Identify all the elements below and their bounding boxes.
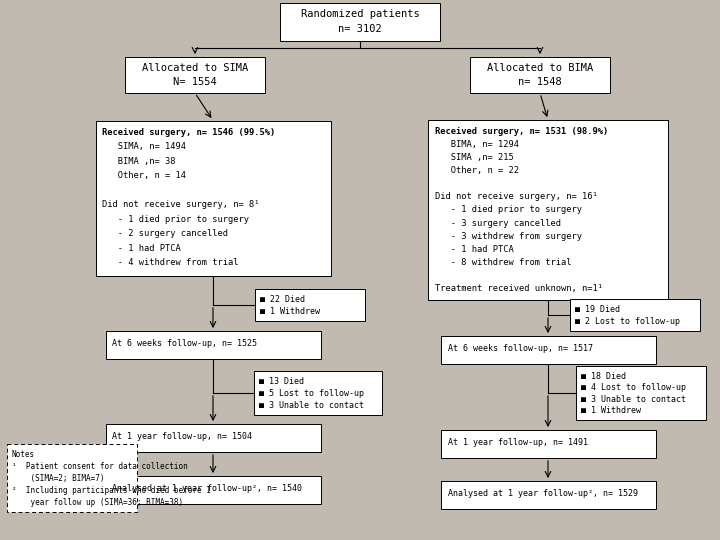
Text: Received surgery, n= 1531 (98.9%): Received surgery, n= 1531 (98.9%) [435, 127, 608, 136]
Text: ■ 5 Lost to follow-up: ■ 5 Lost to follow-up [259, 389, 364, 398]
Text: Received surgery, n= 1546 (99.5%): Received surgery, n= 1546 (99.5%) [102, 127, 276, 137]
Text: n= 1548: n= 1548 [518, 77, 562, 87]
Text: - 1 died prior to surgery: - 1 died prior to surgery [102, 215, 250, 224]
FancyBboxPatch shape [441, 481, 655, 509]
Text: At 6 weeks follow-up, n= 1517: At 6 weeks follow-up, n= 1517 [448, 345, 593, 353]
Text: ■ 19 Died: ■ 19 Died [575, 305, 620, 314]
Text: ¹  Patient consent for data collection: ¹ Patient consent for data collection [12, 462, 188, 471]
Text: Allocated to BIMA: Allocated to BIMA [487, 63, 593, 73]
FancyBboxPatch shape [441, 430, 655, 458]
Text: N= 1554: N= 1554 [173, 77, 217, 87]
FancyBboxPatch shape [470, 57, 610, 93]
Text: SIMA, n= 1494: SIMA, n= 1494 [102, 142, 186, 151]
FancyBboxPatch shape [96, 120, 330, 275]
Text: year follow up (SIMA=36; BIMA=38): year follow up (SIMA=36; BIMA=38) [12, 498, 183, 507]
Text: ■ 22 Died: ■ 22 Died [260, 295, 305, 304]
Text: Other, n = 22: Other, n = 22 [435, 166, 519, 175]
Text: ²  Including participants who died before 1: ² Including participants who died before… [12, 486, 211, 495]
Text: ■ 4 Lost to follow-up: ■ 4 Lost to follow-up [581, 383, 686, 392]
Text: - 1 died prior to surgery: - 1 died prior to surgery [435, 205, 582, 214]
Text: BIMA ,n= 38: BIMA ,n= 38 [102, 157, 176, 166]
Text: ■ 2 Lost to follow-up: ■ 2 Lost to follow-up [575, 317, 680, 326]
Text: - 2 surgery cancelled: - 2 surgery cancelled [102, 229, 228, 238]
FancyBboxPatch shape [106, 331, 320, 359]
Text: At 6 weeks follow-up, n= 1525: At 6 weeks follow-up, n= 1525 [112, 340, 258, 348]
Text: At 1 year follow-up, n= 1504: At 1 year follow-up, n= 1504 [112, 433, 253, 441]
FancyBboxPatch shape [106, 424, 320, 452]
FancyBboxPatch shape [576, 366, 706, 420]
Text: ■ 1 Withdrew: ■ 1 Withdrew [260, 307, 320, 316]
Text: ■ 13 Died: ■ 13 Died [259, 377, 304, 386]
Text: Randomized patients: Randomized patients [301, 9, 419, 19]
Text: Analysed at 1 year follow-up², n= 1529: Analysed at 1 year follow-up², n= 1529 [448, 489, 637, 498]
Text: At 1 year follow-up, n= 1491: At 1 year follow-up, n= 1491 [448, 438, 588, 448]
FancyBboxPatch shape [280, 3, 440, 41]
Text: Did not receive surgery, n= 16¹: Did not receive surgery, n= 16¹ [435, 192, 598, 201]
Text: Analysed at 1 year follow-up², n= 1540: Analysed at 1 year follow-up², n= 1540 [112, 484, 302, 494]
Text: ■ 3 Unable to contact: ■ 3 Unable to contact [259, 401, 364, 410]
Text: ■ 3 Unable to contact: ■ 3 Unable to contact [581, 395, 686, 404]
FancyBboxPatch shape [570, 299, 700, 331]
FancyBboxPatch shape [441, 336, 655, 364]
Text: - 1 had PTCA: - 1 had PTCA [102, 244, 181, 253]
FancyBboxPatch shape [125, 57, 265, 93]
Text: - 4 withdrew from trial: - 4 withdrew from trial [102, 258, 239, 267]
Text: BIMA, n= 1294: BIMA, n= 1294 [435, 140, 519, 149]
FancyBboxPatch shape [254, 371, 382, 415]
Text: (SIMA=2; BIMA=7): (SIMA=2; BIMA=7) [12, 474, 104, 483]
Text: Allocated to SIMA: Allocated to SIMA [142, 63, 248, 73]
Text: n= 3102: n= 3102 [338, 24, 382, 34]
Text: ■ 18 Died: ■ 18 Died [581, 372, 626, 381]
Text: Did not receive surgery, n= 8¹: Did not receive surgery, n= 8¹ [102, 200, 260, 209]
Text: Other, n = 14: Other, n = 14 [102, 171, 186, 180]
FancyBboxPatch shape [7, 444, 137, 512]
Text: Treatment received unknown, n=1¹: Treatment received unknown, n=1¹ [435, 284, 603, 293]
FancyBboxPatch shape [106, 476, 320, 504]
Text: - 3 surgery cancelled: - 3 surgery cancelled [435, 219, 561, 227]
FancyBboxPatch shape [428, 120, 668, 300]
Text: - 3 withdrew from surgery: - 3 withdrew from surgery [435, 232, 582, 241]
Text: SIMA ,n= 215: SIMA ,n= 215 [435, 153, 514, 162]
Text: Notes: Notes [12, 450, 35, 459]
Text: ■ 1 Withdrew: ■ 1 Withdrew [581, 406, 641, 415]
FancyBboxPatch shape [255, 289, 365, 321]
Text: - 1 had PTCA: - 1 had PTCA [435, 245, 514, 254]
Text: - 8 withdrew from trial: - 8 withdrew from trial [435, 258, 572, 267]
